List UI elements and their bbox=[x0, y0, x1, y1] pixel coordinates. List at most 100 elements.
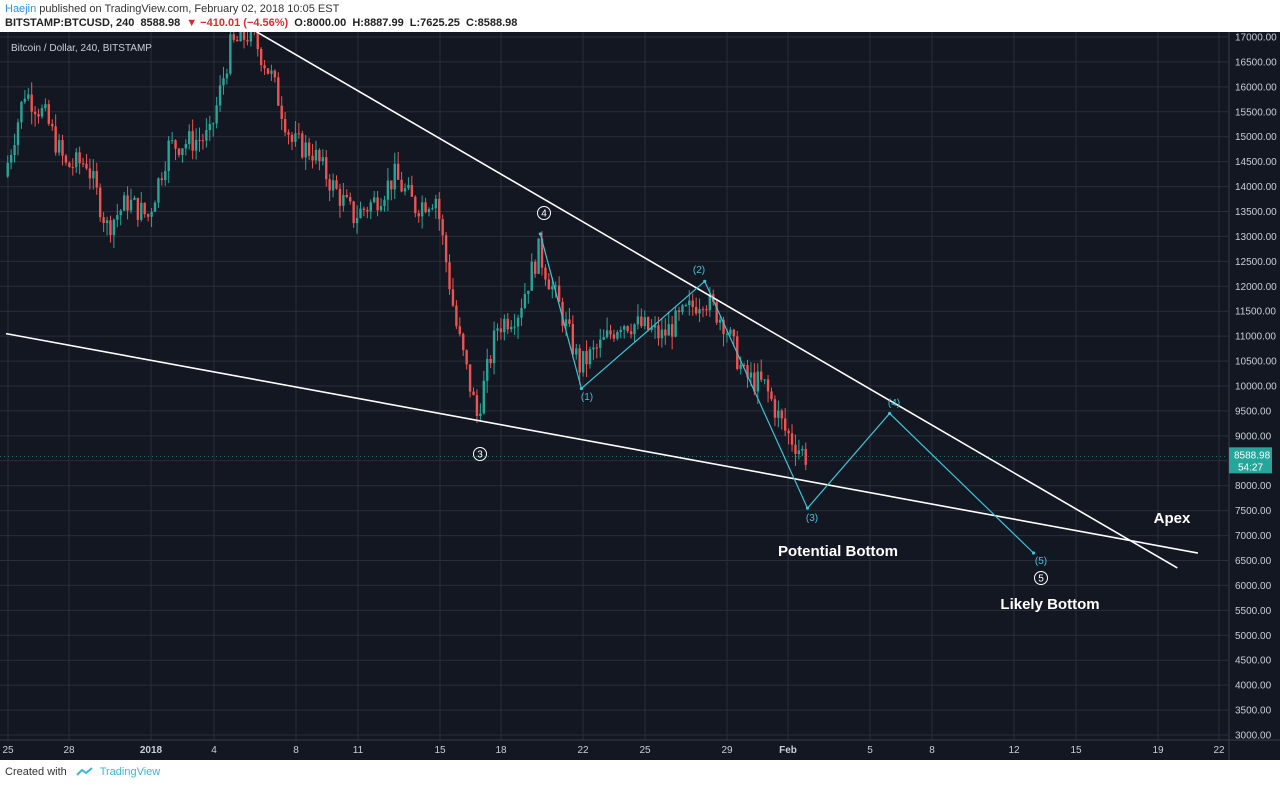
candle bbox=[585, 340, 588, 377]
candle-body bbox=[386, 180, 390, 200]
candle bbox=[205, 118, 208, 148]
tradingview-link[interactable]: TradingView bbox=[99, 766, 161, 778]
candle bbox=[544, 264, 547, 286]
candle-body bbox=[13, 145, 16, 155]
candle-body bbox=[783, 418, 787, 431]
candle bbox=[667, 311, 670, 336]
candle-body bbox=[770, 391, 773, 400]
candle bbox=[472, 387, 475, 396]
candle-body bbox=[554, 285, 557, 287]
price-tick-label: 10500.00 bbox=[1235, 357, 1277, 368]
candle bbox=[174, 139, 177, 161]
candle-body bbox=[27, 94, 30, 99]
candle-body bbox=[667, 324, 670, 336]
candle bbox=[790, 424, 794, 452]
candle bbox=[420, 195, 424, 229]
price-axis[interactable]: 3000.00 3500.00 4000.00 4500.00 5000.00 5500.… bbox=[1228, 32, 1277, 760]
candle bbox=[379, 198, 383, 212]
author-link[interactable]: Haejin bbox=[5, 3, 37, 15]
candle-body bbox=[506, 318, 509, 330]
candle bbox=[376, 191, 379, 217]
publish-info: published on TradingView.com, February 0… bbox=[36, 3, 340, 15]
candle bbox=[705, 305, 708, 316]
candle-body bbox=[349, 197, 352, 202]
candle bbox=[670, 315, 674, 350]
price-tick-label: 16500.00 bbox=[1235, 57, 1277, 68]
candle-body bbox=[143, 202, 146, 215]
candle bbox=[30, 82, 33, 125]
countdown-label: 54:27 bbox=[1238, 462, 1263, 473]
candle bbox=[126, 186, 129, 220]
candle-body bbox=[701, 309, 705, 311]
candle bbox=[335, 175, 338, 190]
candle bbox=[804, 442, 807, 471]
candle bbox=[37, 108, 40, 124]
candle-body bbox=[44, 104, 47, 109]
price-tick-label: 5500.00 bbox=[1235, 606, 1272, 617]
time-axis[interactable]: 25 28 2018 4 8 11 15 18 22 25 29 Feb 5 8 12 15 19 22 bbox=[0, 739, 1280, 756]
candle-body bbox=[235, 39, 239, 42]
candle bbox=[102, 212, 105, 232]
candle-body bbox=[763, 379, 766, 381]
candle-body bbox=[592, 347, 595, 350]
candle bbox=[674, 306, 677, 338]
price-tick-label: 11000.00 bbox=[1235, 332, 1276, 343]
candle bbox=[448, 254, 451, 295]
candle-body bbox=[129, 199, 133, 211]
candle-body bbox=[705, 309, 708, 311]
candle bbox=[47, 99, 51, 126]
candle-body bbox=[181, 148, 184, 155]
candle-body bbox=[527, 290, 530, 294]
wave-point bbox=[805, 506, 810, 510]
candle-body bbox=[557, 285, 561, 302]
price-tick-label: 12000.00 bbox=[1235, 282, 1277, 293]
price-tick-label: 9000.00 bbox=[1235, 431, 1272, 442]
candle-body bbox=[708, 294, 712, 311]
candle bbox=[410, 175, 414, 197]
candle-body bbox=[338, 188, 342, 206]
candle bbox=[386, 168, 390, 212]
candle bbox=[653, 316, 657, 339]
candle-body bbox=[122, 195, 126, 211]
candle bbox=[766, 374, 770, 403]
candle bbox=[369, 199, 372, 220]
candle bbox=[681, 304, 684, 315]
candle-body bbox=[78, 152, 81, 164]
last-price-tag-bg bbox=[1229, 447, 1272, 474]
candle-body bbox=[355, 217, 359, 224]
candle-body bbox=[537, 238, 540, 274]
time-tick-label: 15 bbox=[434, 745, 446, 756]
candle-body bbox=[6, 162, 9, 177]
candle bbox=[325, 149, 328, 187]
candle bbox=[157, 177, 160, 208]
candle bbox=[646, 316, 650, 332]
candle bbox=[164, 161, 167, 186]
candle-body bbox=[273, 70, 277, 78]
candle-body bbox=[229, 34, 232, 74]
candle bbox=[396, 151, 400, 181]
candle-body bbox=[393, 163, 396, 190]
candle-body bbox=[646, 317, 650, 330]
symbol-label: BITSTAMP:BTCUSD, 240 bbox=[5, 17, 135, 29]
wave-point bbox=[888, 411, 892, 416]
candle bbox=[140, 191, 143, 222]
candle bbox=[212, 122, 215, 137]
candle-body bbox=[417, 213, 420, 217]
price-chart[interactable]: (1) (2) (3) (4) (5) 3 4 5 Potential Bottom Likely… bbox=[0, 32, 1280, 760]
candle-body bbox=[520, 307, 523, 318]
candle-body bbox=[140, 202, 143, 220]
time-tick-label: 12 bbox=[1008, 745, 1020, 756]
candle bbox=[438, 192, 441, 231]
wave-point bbox=[703, 279, 707, 283]
candle-body bbox=[20, 101, 23, 123]
candle-body bbox=[578, 348, 581, 373]
candle-body bbox=[177, 148, 181, 155]
candle bbox=[71, 158, 74, 176]
candle bbox=[643, 310, 646, 330]
tradingview-logo-icon bbox=[76, 767, 93, 776]
candle-body bbox=[797, 450, 801, 455]
chart-area[interactable]: (1) (2) (3) (4) (5) 3 4 5 Potential Bottom Likely… bbox=[0, 32, 1280, 760]
candle-body bbox=[92, 171, 95, 179]
candle-body bbox=[489, 358, 492, 364]
candle-body bbox=[766, 379, 770, 392]
